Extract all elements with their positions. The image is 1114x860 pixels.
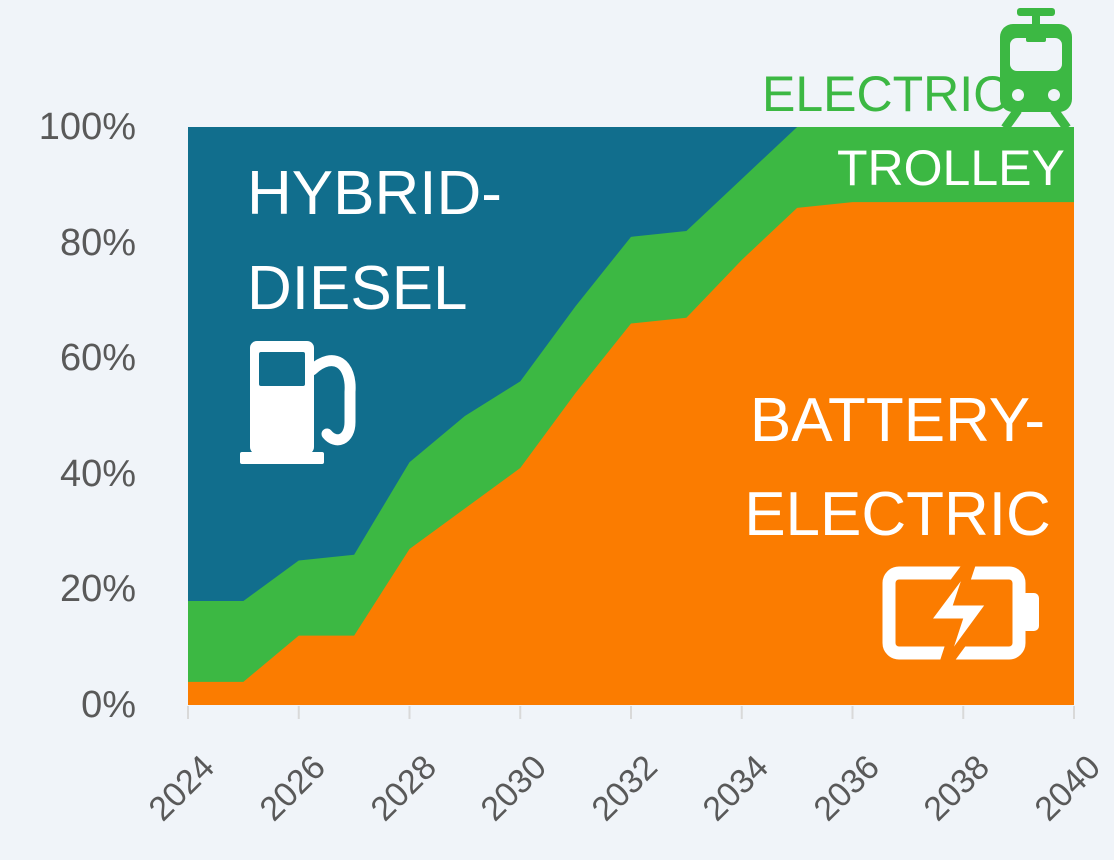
y-axis-label: 20% [59,568,136,611]
hybrid-diesel-label-line1: HYBRID- [247,159,502,228]
electric-trolley-label-outside: ELECTRIC [762,66,1010,122]
hybrid-diesel-label-line2: DIESEL [247,254,468,323]
battery-electric-label-line2: ELECTRIC [744,480,1051,549]
area-battery-electric [188,202,1074,705]
battery-electric-label: BATTERY- ELECTRIC [735,374,1060,562]
hybrid-diesel-label: HYBRID- DIESEL [247,146,502,336]
y-axis-label: 80% [59,221,136,264]
battery-charging-icon [882,553,1039,675]
tram-icon [1000,8,1072,131]
electric-trolley-label-inside: TROLLEY [837,140,1065,196]
y-axis-label: 40% [59,452,136,495]
x-axis-ticks [187,706,1075,719]
y-axis-label: 100% [38,106,136,148]
stacked-areas [188,127,1074,705]
fuel-pump-icon [240,341,356,464]
y-axis-label: 60% [59,337,136,380]
battery-electric-label-line1: BATTERY- [749,386,1046,455]
y-axis-label: 0% [81,684,136,726]
